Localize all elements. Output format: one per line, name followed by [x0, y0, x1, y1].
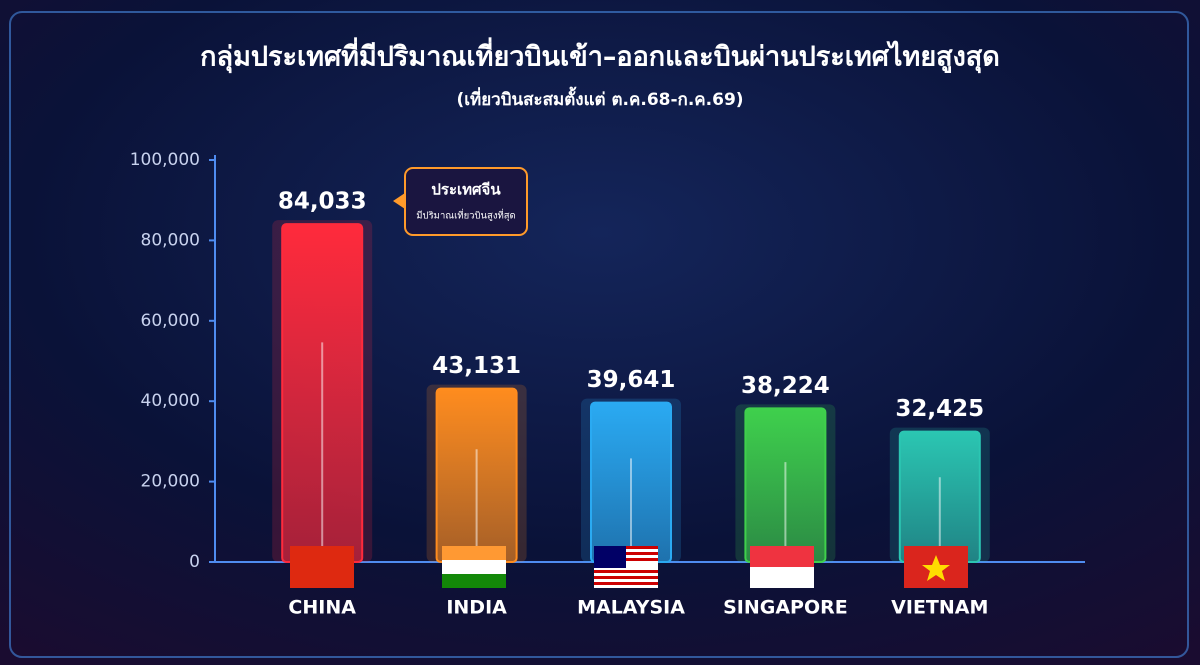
value-label: 84,033 — [278, 189, 367, 215]
chart-subtitle: (เที่ยวบินสะสมตั้งแต่ ต.ค.68-ก.ค.69) — [456, 86, 743, 110]
y-tick-label: 0 — [189, 552, 200, 572]
x-tick-label: MALAYSIA — [577, 597, 685, 619]
y-tick-label: 40,000 — [141, 391, 200, 411]
flags — [290, 546, 968, 588]
flag — [594, 570, 658, 573]
value-label: 39,641 — [587, 367, 676, 393]
frame — [9, 11, 1189, 658]
flag — [922, 555, 950, 581]
x-tick-label: SINGAPORE — [723, 597, 848, 619]
x-tick-label: CHINA — [288, 597, 356, 619]
annotation-title: ประเทศจีน — [431, 181, 501, 199]
y-tick-label: 100,000 — [130, 150, 200, 170]
annotation: ประเทศจีน มีปริมาณเที่ยวบินสูงที่สุด — [393, 167, 528, 236]
flag — [594, 582, 658, 585]
annotation-box — [404, 167, 528, 236]
x-tick-label: INDIA — [446, 597, 507, 619]
annotation-pointer — [393, 193, 405, 209]
value-label: 43,131 — [432, 353, 521, 379]
y-tick-label: 60,000 — [141, 311, 200, 331]
flag — [442, 560, 506, 574]
flag — [750, 546, 814, 567]
flag — [750, 567, 814, 588]
flag — [442, 574, 506, 588]
annotation-text: มีปริมาณเที่ยวบินสูงที่สุด — [416, 209, 515, 222]
chart-title: กลุ่มประเทศที่มีปริมาณเที่ยวบินเข้า–ออกแ… — [200, 37, 1000, 74]
value-label: 38,224 — [741, 373, 830, 399]
y-tick-label: 20,000 — [141, 472, 200, 492]
flag — [594, 546, 626, 568]
flag — [290, 546, 354, 588]
value-label: 32,425 — [895, 396, 984, 422]
y-tick-label: 80,000 — [141, 230, 200, 250]
flag — [594, 576, 658, 579]
x-tick-label: VIETNAM — [891, 597, 988, 619]
flag — [442, 546, 506, 560]
